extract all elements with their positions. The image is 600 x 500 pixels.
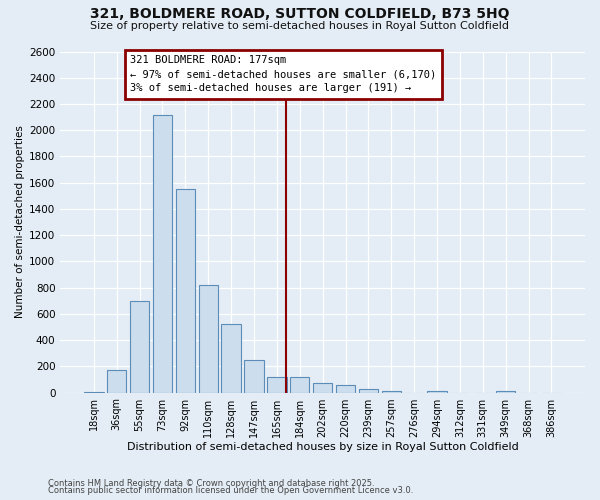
- Bar: [221, 324, 241, 392]
- Bar: [244, 360, 264, 392]
- Bar: [290, 378, 310, 392]
- Y-axis label: Number of semi-detached properties: Number of semi-detached properties: [15, 126, 25, 318]
- Bar: [427, 390, 447, 392]
- X-axis label: Distribution of semi-detached houses by size in Royal Sutton Coldfield: Distribution of semi-detached houses by …: [127, 442, 518, 452]
- Bar: [199, 285, 218, 393]
- Text: Contains public sector information licensed under the Open Government Licence v3: Contains public sector information licen…: [48, 486, 413, 495]
- Bar: [313, 384, 332, 392]
- Text: Size of property relative to semi-detached houses in Royal Sutton Coldfield: Size of property relative to semi-detach…: [91, 21, 509, 31]
- Bar: [336, 386, 355, 392]
- Bar: [130, 302, 149, 392]
- Bar: [267, 377, 287, 392]
- Text: 321 BOLDMERE ROAD: 177sqm
← 97% of semi-detached houses are smaller (6,170)
3% o: 321 BOLDMERE ROAD: 177sqm ← 97% of semi-…: [130, 56, 437, 94]
- Text: 321, BOLDMERE ROAD, SUTTON COLDFIELD, B73 5HQ: 321, BOLDMERE ROAD, SUTTON COLDFIELD, B7…: [90, 8, 510, 22]
- Text: Contains HM Land Registry data © Crown copyright and database right 2025.: Contains HM Land Registry data © Crown c…: [48, 478, 374, 488]
- Bar: [359, 390, 378, 392]
- Bar: [153, 115, 172, 392]
- Bar: [176, 189, 195, 392]
- Bar: [107, 370, 127, 392]
